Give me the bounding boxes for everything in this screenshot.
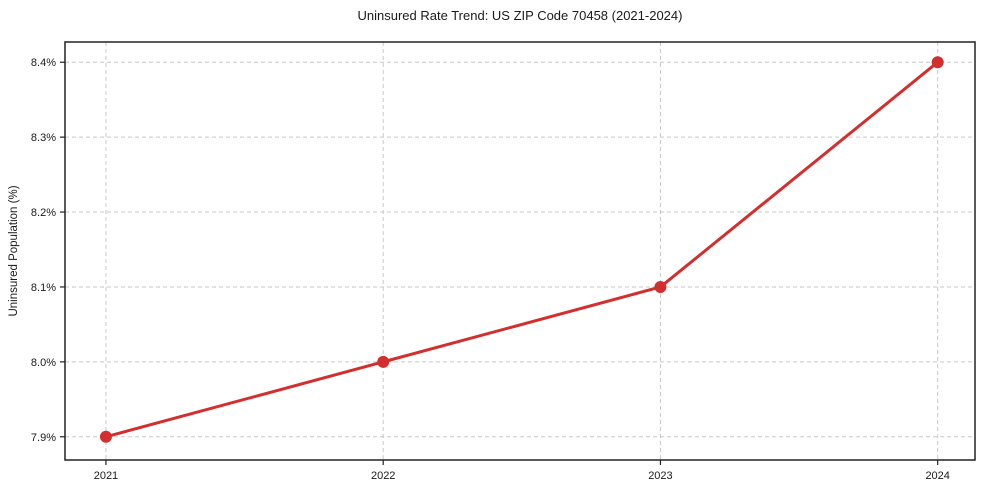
- y-tick-label: 7.9%: [31, 432, 56, 444]
- y-tick-label: 8.2%: [31, 207, 56, 219]
- x-tick-label: 2022: [371, 470, 395, 482]
- y-tick-label: 8.4%: [31, 57, 56, 69]
- y-tick-label: 8.0%: [31, 357, 56, 369]
- data-line: [104, 60, 940, 439]
- x-tick-label: 2021: [94, 470, 118, 482]
- x-tick-label: 2023: [648, 470, 672, 482]
- data-point: [931, 56, 944, 69]
- x-tick-label: 2024: [925, 470, 949, 482]
- data-point: [99, 430, 112, 443]
- y-tick-label: 8.1%: [31, 282, 56, 294]
- y-axis-label: Uninsured Population (%): [8, 185, 20, 317]
- y-tick-label: 8.3%: [31, 132, 56, 144]
- data-point: [377, 355, 390, 368]
- plot-frame: [64, 41, 976, 461]
- data-point: [654, 280, 667, 293]
- chart-title: Uninsured Rate Trend: US ZIP Code 70458 …: [357, 8, 683, 23]
